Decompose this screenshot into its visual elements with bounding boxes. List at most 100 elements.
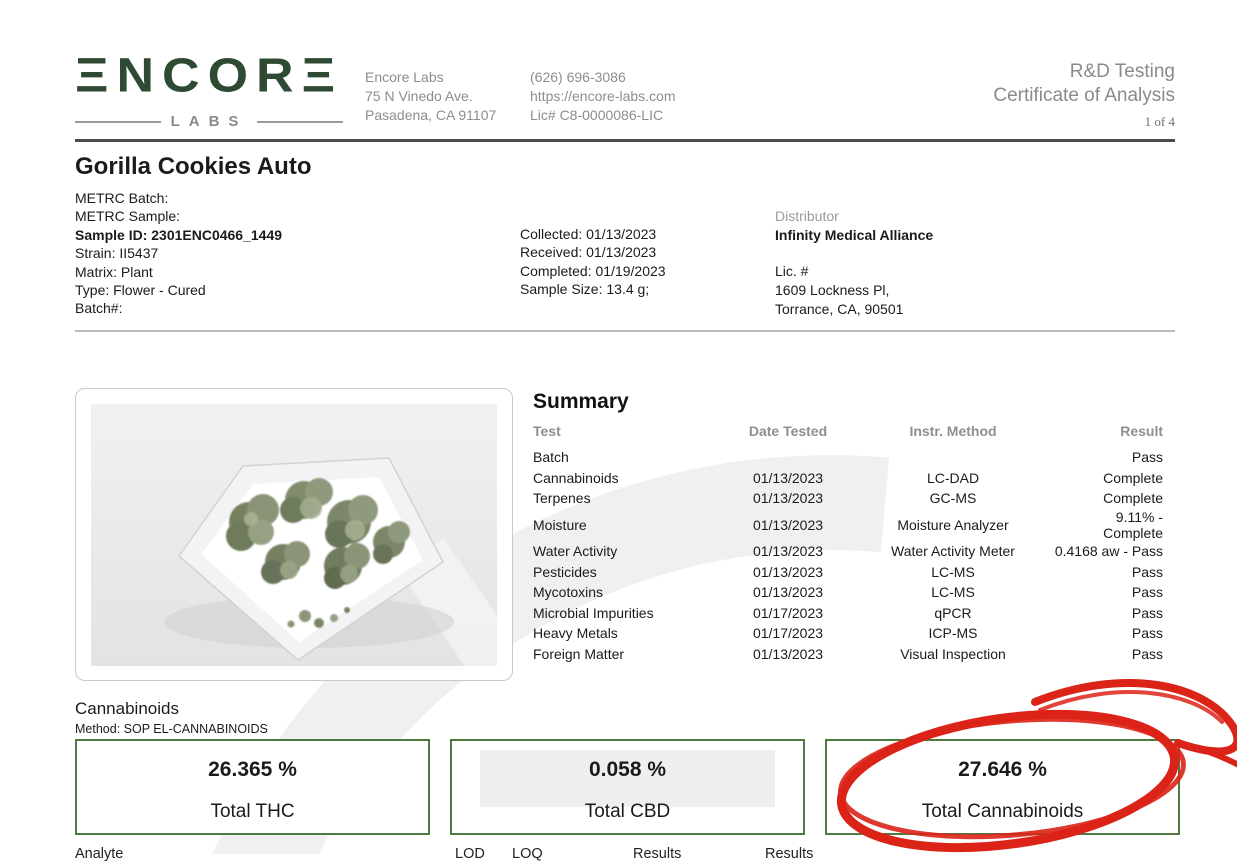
distributor-block: Distributor Infinity Medical Alliance Li… <box>775 207 933 319</box>
cell-test: Batch <box>533 449 569 466</box>
logo-right-rule <box>257 120 343 123</box>
total-cbd-box: 0.058 % Total CBD <box>450 739 805 835</box>
table-row: Water Activity 01/13/2023 Water Activity M… <box>533 541 1163 562</box>
cell-result: Pass <box>1131 584 1163 601</box>
matrix: Matrix: Plant <box>75 263 153 280</box>
cell-method: Water Activity Meter <box>891 543 1015 560</box>
encore-labs-logo: ΞNCORΞ LABS <box>75 52 347 130</box>
received-date: Received: 01/13/2023 <box>520 244 657 261</box>
total-thc-value: 26.365 % <box>208 758 297 781</box>
sample-size: Sample Size: 13.4 g; <box>520 281 650 298</box>
sample-dates-block: Collected: 01/13/2023 Received: 01/13/20… <box>520 225 666 299</box>
table-row: Terpenes 01/13/2023 GC-MS Complete <box>533 488 1163 509</box>
col-result: Result <box>1120 423 1163 439</box>
distributor-name: Infinity Medical Alliance <box>775 227 934 243</box>
cbd-value-highlight <box>480 750 775 807</box>
cell-date: 01/13/2023 <box>752 490 824 507</box>
collected-date: Collected: 01/13/2023 <box>520 226 657 242</box>
distributor-label: Distributor <box>775 208 839 224</box>
summary-section: Summary Test Date Tested Instr. Method R… <box>533 390 1163 664</box>
report-title: Certificate of Analysis <box>993 85 1175 106</box>
cell-result: Pass <box>1131 625 1163 642</box>
table-row: Microbial Impurities 01/17/2023 qPCR Pass <box>533 603 1163 624</box>
table-row: Foreign Matter 01/13/2023 Visual Inspectio… <box>533 644 1163 665</box>
cell-result: 0.4168 aw - Pass <box>1054 543 1163 560</box>
cell-date: 01/13/2023 <box>752 543 824 560</box>
summary-title: Summary <box>533 390 629 413</box>
cell-result: Pass <box>1131 646 1163 663</box>
logo-subline: LABS <box>75 113 343 130</box>
distributor-city: Torrance, CA, 90501 <box>775 301 904 317</box>
table-row: Moisture 01/13/2023 Moisture Analyzer 9.11%… <box>533 509 1163 541</box>
table-row: Pesticides 01/13/2023 LC-MS Pass <box>533 561 1163 582</box>
table-row: Cannabinoids 01/13/2023 LC-DAD Complete <box>533 468 1163 489</box>
col-results-1: Results <box>633 846 682 862</box>
col-loq: LOQ <box>512 846 543 862</box>
lab-license: Lic# C8-0000086-LIC <box>530 107 664 123</box>
total-cbd-label: Total CBD <box>584 801 671 822</box>
summary-header-row: Test Date Tested Instr. Method Result <box>533 423 1163 447</box>
sample-type: Type: Flower - Cured <box>75 282 206 299</box>
cell-result: 9.11% - Complete <box>1103 508 1163 541</box>
col-analyte: Analyte <box>75 846 124 862</box>
sample-photo <box>91 403 497 666</box>
cell-date: 01/13/2023 <box>752 646 824 663</box>
report-meta: R&D Testing Certificate of Analysis 1 of… <box>993 60 1175 130</box>
cell-date: 01/13/2023 <box>752 516 824 533</box>
cell-result: Pass <box>1131 449 1163 466</box>
cell-test: Pesticides <box>533 563 597 580</box>
lab-website: https://encore-labs.com <box>530 88 676 104</box>
col-instr-method: Instr. Method <box>909 423 997 439</box>
total-cannabinoids-label: Total Cannabinoids <box>921 801 1084 822</box>
total-cbd-value: 0.058 % <box>588 758 667 781</box>
cell-date: 01/17/2023 <box>752 625 824 642</box>
cell-result: Complete <box>1103 490 1163 507</box>
lab-city: Pasadena, CA 91107 <box>365 107 497 123</box>
lab-address-block: Encore Labs 75 N Vinedo Ave. Pasadena, C… <box>365 68 496 125</box>
sample-id: Sample ID: 2301ENC0466_1449 <box>75 226 283 243</box>
col-lod: LOD <box>455 846 485 862</box>
table-row: Mycotoxins 01/13/2023 LC-MS Pass <box>533 582 1163 603</box>
cell-method: ICP-MS <box>928 625 978 642</box>
cannabinoid-totals-row: 26.365 % Total THC 0.058 % Total CBD 27.… <box>75 739 1180 835</box>
total-thc-label: Total THC <box>210 801 295 822</box>
total-thc-box: 26.365 % Total THC <box>75 739 430 835</box>
logo-left-rule <box>75 120 161 123</box>
cell-method: qPCR <box>934 604 972 621</box>
col-date-tested: Date Tested <box>748 423 828 439</box>
metrc-batch: METRC Batch: <box>75 190 169 206</box>
cannabis-buds <box>226 477 410 628</box>
page-number: 1 of 4 <box>1144 114 1175 129</box>
sample-photo-frame <box>75 388 513 681</box>
batch-number: Batch#: <box>75 300 123 317</box>
distributor-street: 1609 Lockness Pl, <box>775 282 890 298</box>
sample-info-block: METRC Batch: METRC Sample: Sample ID: 23… <box>75 189 282 318</box>
cell-method: Visual Inspection <box>900 646 1006 663</box>
cell-date <box>723 447 853 468</box>
strain: Strain: II5437 <box>75 245 159 262</box>
cell-date: 01/13/2023 <box>752 469 824 486</box>
table-row: Heavy Metals 01/17/2023 ICP-MS Pass <box>533 623 1163 644</box>
cell-method: LC-MS <box>931 584 975 601</box>
logo-wordmark: ΞNCORΞ <box>75 49 344 103</box>
cell-result: Pass <box>1131 563 1163 580</box>
col-test: Test <box>533 423 561 439</box>
product-title: Gorilla Cookies Auto <box>75 153 312 180</box>
cell-date: 01/13/2023 <box>752 563 824 580</box>
logo-labs-text: LABS <box>170 113 248 130</box>
cell-method: LC-MS <box>931 563 975 580</box>
lab-contact-block: (626) 696-3086 https://encore-labs.com L… <box>530 68 676 125</box>
cell-method: Moisture Analyzer <box>897 516 1009 533</box>
cell-test: Water Activity <box>533 543 618 560</box>
cell-test: Mycotoxins <box>533 584 604 601</box>
lab-phone: (626) 696-3086 <box>530 69 626 85</box>
cell-test: Moisture <box>533 516 587 533</box>
cell-date: 01/13/2023 <box>752 584 824 601</box>
cell-result: Complete <box>1103 469 1163 486</box>
cell-method <box>853 447 1053 468</box>
col-results-2: Results <box>765 846 814 862</box>
cell-test: Heavy Metals <box>533 625 618 642</box>
analyte-table-header-partial: Analyte LOD LOQ Results Results <box>75 846 1180 866</box>
